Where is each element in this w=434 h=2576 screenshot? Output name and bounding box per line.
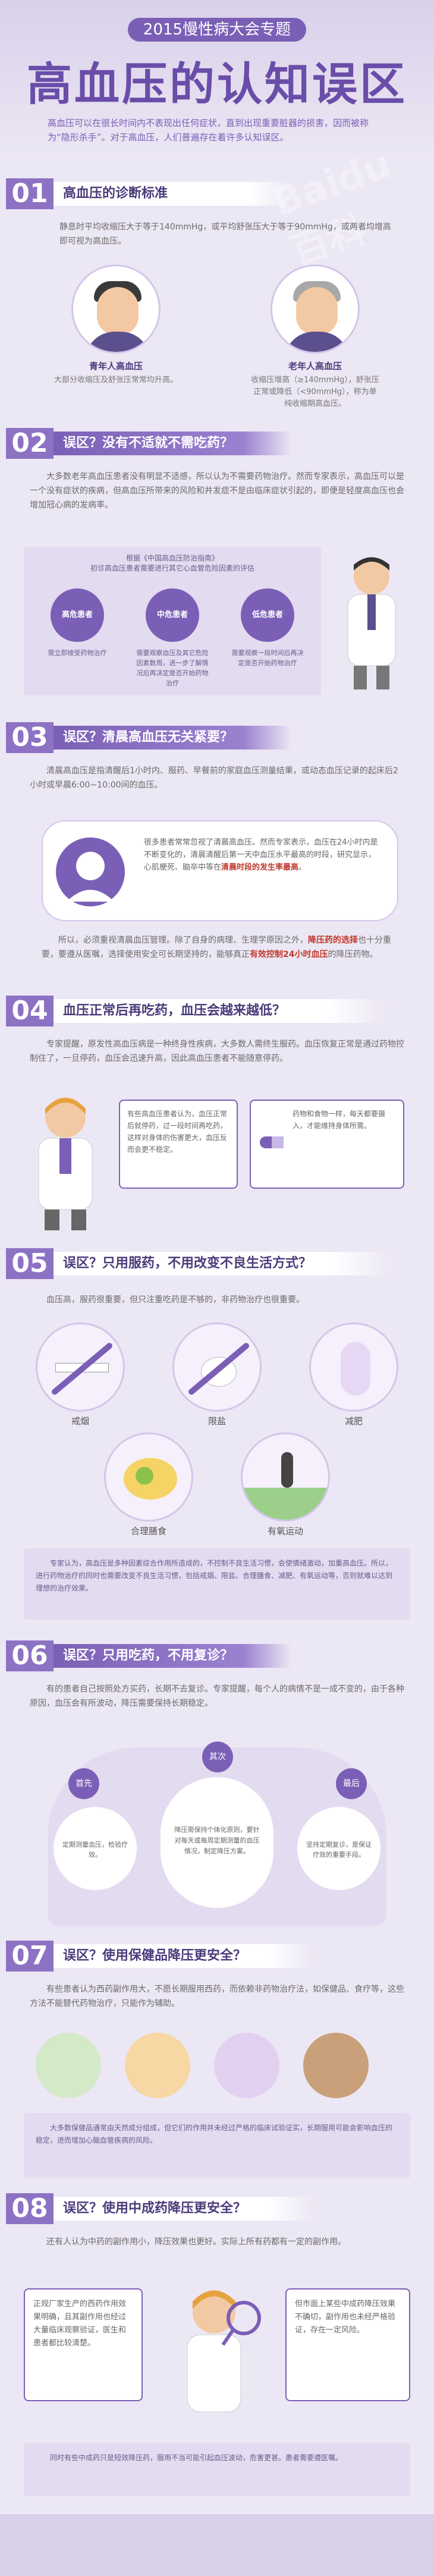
supplement-image-4 — [303, 2033, 369, 2098]
section-07-body: 有些患者认为西药副作用大，不愿长期服用西药，而依赖非药物治疗法，如保健品、食疗等… — [30, 1985, 404, 2008]
section-title: 误区？使用中成药降压更安全？ — [54, 2197, 315, 2221]
section-08-header: 08 误区？使用中成药降压更安全？ — [6, 2193, 339, 2224]
step-first-badge: 首先 — [68, 1768, 99, 1799]
section-06-body: 有的患者自己按照处方买药，长期不去复诊。专家提醒，每个人的病情不是一成不变的，由… — [30, 1684, 404, 1708]
weight-loss-icon — [309, 1322, 398, 1412]
header: 2015慢性病大会专题 高血压的认知误区 高血压可以在很长时间内不表现出任何症状… — [0, 0, 434, 160]
section-06-header: 06 误区？只用吃药，不用复诊？ — [6, 1640, 339, 1671]
low-risk-node: 低危患者 — [241, 588, 294, 642]
low-risk-desc: 需要观察一段时间后再决定是否开始药物治疗 — [231, 649, 304, 667]
footer-band — [0, 2514, 434, 2576]
section-title: 血压正常后再吃药，血压会越来越低？ — [54, 999, 386, 1023]
section-number: 02 — [6, 428, 54, 459]
supplement-image-1 — [36, 2033, 101, 2098]
step-second-text: 降压需保持个体化原则，要针对每天或每周定期测量的血压情况，制定降压方案。 — [161, 1777, 273, 1908]
section-04-header: 04 血压正常后再吃药，血压会越来越低？ — [6, 996, 422, 1026]
section-number: 07 — [6, 1941, 54, 1972]
section-03-body: 清晨高血压是指清醒后1小时内、服药、早餐前的家庭血压测量结果，或动态血压记录的起… — [30, 766, 398, 790]
chinese-medicine-box: 但市面上某些中成药降压效果不确切，副作用也未经严格验证，存在一定风险。 — [285, 2288, 410, 2401]
item-limit-salt: 限盐 — [207, 1416, 226, 1426]
section-05-body: 血压高，服药很重要，但只注重吃药是不够的，非药物治疗也很重要。 — [46, 1295, 304, 1305]
section-title: 误区？只用吃药，不用复诊？ — [54, 1644, 291, 1668]
section-07-note: 大多数保健品通常由天然成分组成，但它们的作用并未经过严格的临床试验证实，长期服用… — [24, 2113, 410, 2178]
daily-drug-box: 药物和食物一样，每天都要摄入，才能维持身体所需。 — [250, 1100, 404, 1189]
step-second-badge: 其次 — [202, 1742, 233, 1772]
section-03-header: 03 误区？清晨高血压无关紧要？ — [6, 722, 339, 753]
high-risk-node: 高危患者 — [51, 588, 104, 642]
section-07-header: 07 误区？使用保健品降压更安全？ — [6, 1941, 339, 1972]
step-last-badge: 最后 — [336, 1768, 367, 1799]
doctor-magnifier-illustration — [187, 2290, 261, 2413]
section-02-body: 大多数老年高血压患者没有明显不适感，所以认为不需要药物治疗。然而专家表示，高血压… — [30, 472, 404, 510]
morning-note: 所以，必须重视清晨血压管理。除了自身的病理、生理学原因之外，降压药的选择也十分重… — [42, 936, 391, 959]
section-04-body: 专家提醒，原发性高血压病是一种终身性疾病，大多数人需终生服药。血压恢复正常是通过… — [30, 1040, 404, 1063]
item-lose-weight: 减肥 — [344, 1416, 363, 1426]
section-01-header: 01 高血压的诊断标准 — [6, 178, 339, 209]
young-body: 大部分收缩压及舒张压常常均升高。 — [54, 376, 178, 385]
bubble-text: 很多患者常常忽视了清晨高血压。然而专家表示，血压在24小时内是不断变化的，清晨清… — [144, 838, 378, 872]
step-last-text: 坚持定期复诊，是保证疗效的重要手段。 — [297, 1807, 380, 1890]
topic-pill: 2015慢性病大会专题 — [128, 18, 306, 42]
stop-drug-box: 有些高血压患者认为，血压正常后就停药，过一段时间再吃药，这样对身体的伤害更大，血… — [119, 1100, 238, 1189]
doctor-illustration — [347, 557, 396, 689]
step-first-text: 定期测量血压，检验疗效。 — [54, 1807, 137, 1890]
pill-icon — [260, 1136, 284, 1148]
section-05-header: 05 误区？只用服药，不用改变不良生活方式？ — [6, 1248, 422, 1279]
young-title: 青年人高血压 — [89, 361, 143, 371]
page-title: 高血压的认知误区 — [27, 58, 407, 111]
mid-risk-desc: 需要观察血压及其它危险因素数周，进一步了解情况后再决定是否开始药物治疗 — [136, 649, 209, 687]
section-number: 06 — [6, 1640, 54, 1671]
section-title: 高血压的诊断标准 — [54, 182, 291, 206]
guideline-panel: 根据《中国高血压防治指南》 初诊高血压患者需要进行其它心血管危险因素的评估 高危… — [24, 547, 321, 695]
section-08-note: 同时有些中成药只是短效降压药，服用不当可能引起血压波动，危害更甚。患者需要遵医嘱… — [24, 2443, 410, 2496]
no-smoking-icon — [36, 1322, 125, 1412]
old-title: 老年人高血压 — [288, 361, 342, 371]
item-healthy-diet: 合理膳食 — [130, 1526, 166, 1536]
western-medicine-box: 正规厂家生产的西药作用效果明确，且其副作用也经过大量临床观察验证，医生和患者都比… — [24, 2288, 143, 2401]
old-body: 收缩压增高（≥140mmHg），舒张压正常或降低（<90mmHg），称为单纯收缩… — [251, 376, 379, 408]
section-number: 08 — [6, 2193, 54, 2224]
section-05-note: 专家认为，高血压是多种因素综合作用所造成的，不控制不良生活习惯，会使情绪激动，加… — [24, 1548, 410, 1620]
section-title: 误区？没有不适就不需吃药？ — [54, 432, 291, 455]
morning-bp-bubble: 很多患者常常忽视了清晨高血压。然而专家表示，血压在24小时内是不断变化的，清晨清… — [42, 820, 398, 921]
salt-icon — [172, 1322, 262, 1412]
supplement-image-3 — [214, 2033, 279, 2098]
doctor-avatar-icon — [56, 837, 125, 906]
young-person-avatar — [71, 264, 161, 354]
section-number: 05 — [6, 1248, 54, 1279]
section-title: 误区？使用保健品降压更安全？ — [54, 1944, 315, 1968]
intro-text: 高血压可以在很长时间内不表现出任何症状，直到出现重要脏器的损害，因而被称为“隐形… — [48, 118, 369, 143]
section-title: 误区？只用服药，不用改变不良生活方式？ — [54, 1252, 392, 1276]
supplement-image-2 — [125, 2033, 190, 2098]
section-number: 03 — [6, 722, 54, 753]
section-number: 01 — [6, 178, 54, 209]
followup-panel: 首先 定期测量血压，检验疗效。 其次 降压需保持个体化原则，要针对每天或每周定期… — [48, 1742, 386, 1926]
item-quit-smoking: 戒烟 — [71, 1416, 89, 1426]
section-01-body: 静息时平均收缩压大于等于140mmHg，或平均舒张压大于等于90mmHg，或两者… — [59, 222, 391, 246]
doctor-illustration-2 — [38, 1097, 93, 1230]
section-title: 误区？清晨高血压无关紧要？ — [54, 726, 291, 750]
section-number: 04 — [6, 996, 54, 1026]
high-risk-desc: 需立即接受药物治疗 — [48, 649, 107, 657]
healthy-diet-icon — [104, 1432, 193, 1522]
section-02-header: 02 误区？没有不适就不需吃药？ — [6, 428, 339, 459]
old-person-avatar — [271, 264, 360, 354]
mid-risk-node: 中危患者 — [146, 588, 199, 642]
item-aerobic-exercise: 有氧运动 — [267, 1526, 303, 1536]
exercise-icon — [241, 1432, 330, 1522]
section-08-body: 还有人认为中药的副作用小，降压效果也更好。实际上所有药都有一定的副作用。 — [46, 2237, 346, 2247]
panel-title: 根据《中国高血压防治指南》 初诊高血压患者需要进行其它心血管危险因素的评估 — [90, 554, 254, 572]
